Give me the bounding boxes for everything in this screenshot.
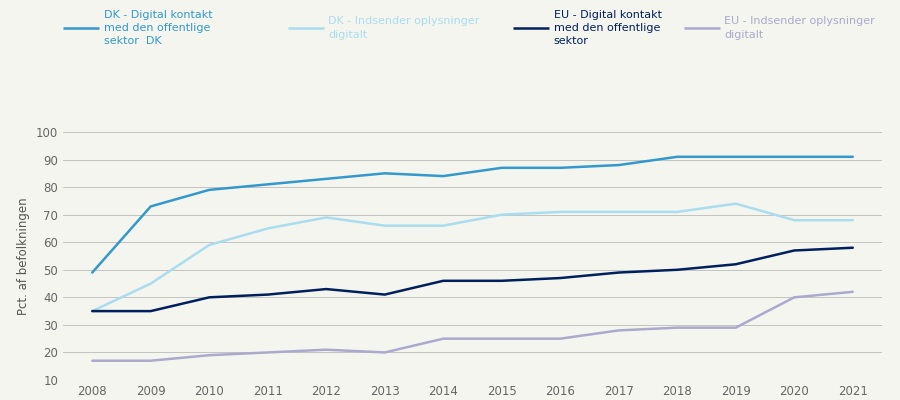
EU - Digital kontakt
med den offentlige
sektor bbox=[848, 245, 859, 250]
DK - Indsender oplysninger
digitalt bbox=[731, 201, 742, 206]
DK - Digital kontakt
med den offentlige
sektor  DK bbox=[848, 154, 859, 159]
EU - Indsender oplysninger
digitalt bbox=[497, 336, 508, 341]
EU - Indsender oplysninger
digitalt bbox=[320, 347, 331, 352]
Line: DK - Digital kontakt
med den offentlige
sektor  DK: DK - Digital kontakt med den offentlige … bbox=[92, 157, 853, 272]
DK - Indsender oplysninger
digitalt bbox=[437, 223, 448, 228]
DK - Digital kontakt
med den offentlige
sektor  DK bbox=[380, 171, 391, 176]
DK - Digital kontakt
med den offentlige
sektor  DK bbox=[437, 174, 448, 178]
EU - Indsender oplysninger
digitalt bbox=[203, 353, 215, 358]
EU - Indsender oplysninger
digitalt bbox=[146, 358, 157, 363]
DK - Digital kontakt
med den offentlige
sektor  DK bbox=[671, 154, 682, 159]
DK - Indsender oplysninger
digitalt bbox=[614, 210, 625, 214]
EU - Digital kontakt
med den offentlige
sektor bbox=[671, 267, 682, 272]
EU - Indsender oplysninger
digitalt bbox=[848, 290, 859, 294]
EU - Digital kontakt
med den offentlige
sektor bbox=[203, 295, 215, 300]
EU - Digital kontakt
med den offentlige
sektor bbox=[788, 248, 799, 253]
DK - Indsender oplysninger
digitalt bbox=[86, 309, 97, 314]
EU - Indsender oplysninger
digitalt bbox=[614, 328, 625, 333]
DK - Indsender oplysninger
digitalt bbox=[320, 215, 331, 220]
Text: DK - Indsender oplysninger
digitalt: DK - Indsender oplysninger digitalt bbox=[328, 16, 480, 40]
EU - Indsender oplysninger
digitalt bbox=[380, 350, 391, 355]
DK - Digital kontakt
med den offentlige
sektor  DK bbox=[203, 188, 215, 192]
EU - Digital kontakt
med den offentlige
sektor bbox=[554, 276, 566, 280]
DK - Digital kontakt
med den offentlige
sektor  DK bbox=[263, 182, 274, 187]
EU - Indsender oplysninger
digitalt bbox=[788, 295, 799, 300]
Line: EU - Digital kontakt
med den offentlige
sektor: EU - Digital kontakt med den offentlige … bbox=[92, 248, 853, 311]
DK - Indsender oplysninger
digitalt bbox=[203, 242, 215, 247]
DK - Indsender oplysninger
digitalt bbox=[554, 210, 566, 214]
EU - Indsender oplysninger
digitalt bbox=[263, 350, 274, 355]
DK - Indsender oplysninger
digitalt bbox=[671, 210, 682, 214]
DK - Digital kontakt
med den offentlige
sektor  DK bbox=[554, 166, 566, 170]
Text: EU - Digital kontakt
med den offentlige
sektor: EU - Digital kontakt med den offentlige … bbox=[554, 10, 662, 46]
EU - Digital kontakt
med den offentlige
sektor bbox=[263, 292, 274, 297]
EU - Digital kontakt
med den offentlige
sektor bbox=[731, 262, 742, 267]
EU - Digital kontakt
med den offentlige
sektor bbox=[380, 292, 391, 297]
EU - Digital kontakt
med den offentlige
sektor bbox=[437, 278, 448, 283]
EU - Indsender oplysninger
digitalt bbox=[554, 336, 566, 341]
EU - Indsender oplysninger
digitalt bbox=[671, 325, 682, 330]
DK - Digital kontakt
med den offentlige
sektor  DK bbox=[731, 154, 742, 159]
DK - Digital kontakt
med den offentlige
sektor  DK bbox=[320, 176, 331, 181]
DK - Indsender oplysninger
digitalt bbox=[380, 223, 391, 228]
DK - Digital kontakt
med den offentlige
sektor  DK bbox=[497, 166, 508, 170]
DK - Digital kontakt
med den offentlige
sektor  DK bbox=[146, 204, 157, 209]
DK - Digital kontakt
med den offentlige
sektor  DK bbox=[86, 270, 97, 275]
DK - Indsender oplysninger
digitalt bbox=[497, 212, 508, 217]
EU - Digital kontakt
med den offentlige
sektor bbox=[146, 309, 157, 314]
Text: EU - Indsender oplysninger
digitalt: EU - Indsender oplysninger digitalt bbox=[724, 16, 875, 40]
DK - Indsender oplysninger
digitalt bbox=[263, 226, 274, 231]
EU - Digital kontakt
med den offentlige
sektor bbox=[86, 309, 97, 314]
EU - Indsender oplysninger
digitalt bbox=[437, 336, 448, 341]
EU - Digital kontakt
med den offentlige
sektor bbox=[497, 278, 508, 283]
EU - Indsender oplysninger
digitalt bbox=[731, 325, 742, 330]
DK - Indsender oplysninger
digitalt bbox=[146, 281, 157, 286]
Y-axis label: Pct. af befolkningen: Pct. af befolkningen bbox=[17, 197, 31, 315]
Text: DK - Digital kontakt
med den offentlige
sektor  DK: DK - Digital kontakt med den offentlige … bbox=[104, 10, 212, 46]
Line: EU - Indsender oplysninger
digitalt: EU - Indsender oplysninger digitalt bbox=[92, 292, 853, 361]
DK - Digital kontakt
med den offentlige
sektor  DK bbox=[788, 154, 799, 159]
EU - Indsender oplysninger
digitalt bbox=[86, 358, 97, 363]
EU - Digital kontakt
med den offentlige
sektor bbox=[614, 270, 625, 275]
DK - Digital kontakt
med den offentlige
sektor  DK bbox=[614, 163, 625, 168]
DK - Indsender oplysninger
digitalt bbox=[788, 218, 799, 222]
Line: DK - Indsender oplysninger
digitalt: DK - Indsender oplysninger digitalt bbox=[92, 204, 853, 311]
EU - Digital kontakt
med den offentlige
sektor bbox=[320, 287, 331, 292]
DK - Indsender oplysninger
digitalt bbox=[848, 218, 859, 222]
